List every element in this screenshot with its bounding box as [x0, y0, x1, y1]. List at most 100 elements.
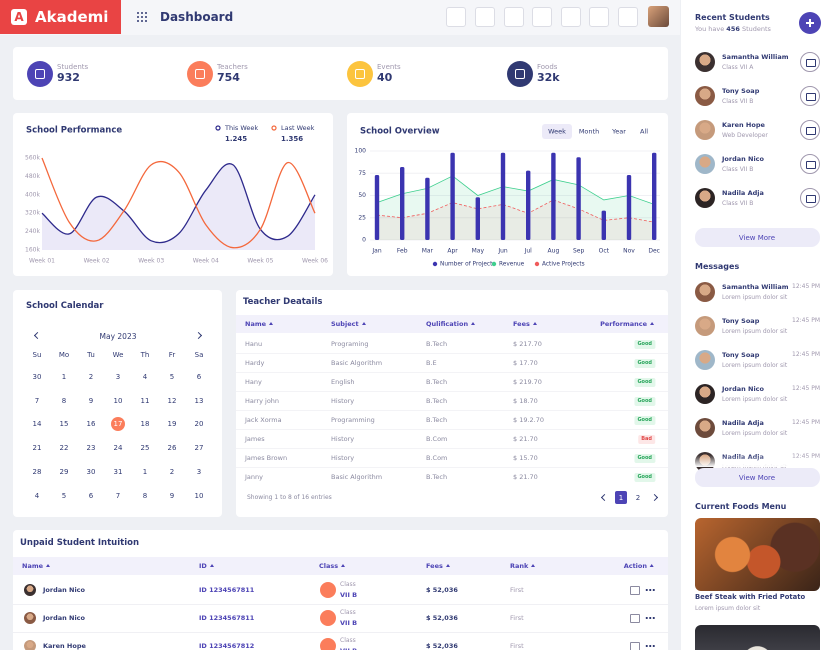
settings-button[interactable]: [618, 7, 638, 27]
column-header[interactable]: Class: [319, 560, 346, 572]
day[interactable]: 6: [88, 491, 94, 500]
column-header[interactable]: Name: [245, 318, 274, 330]
tab[interactable]: Month: [579, 128, 599, 136]
day[interactable]: 2: [169, 467, 175, 476]
column-header[interactable]: Qulification: [426, 318, 476, 330]
column-header[interactable]: Fees: [513, 318, 537, 330]
column-header[interactable]: Rank: [510, 560, 536, 572]
day[interactable]: 24: [113, 444, 123, 453]
column-header[interactable]: Subject: [331, 318, 366, 330]
mail-button[interactable]: [800, 52, 820, 72]
day[interactable]: 27: [194, 444, 204, 453]
day[interactable]: 10: [194, 491, 204, 500]
user-avatar[interactable]: [648, 6, 669, 27]
day[interactable]: 11: [140, 396, 150, 405]
day[interactable]: 7: [115, 491, 121, 500]
day[interactable]: 13: [194, 396, 204, 405]
day[interactable]: 10: [113, 396, 123, 405]
page-number[interactable]: 1: [618, 493, 624, 502]
day[interactable]: 8: [61, 396, 67, 405]
more-button[interactable]: [645, 617, 655, 619]
column-header[interactable]: Performance: [600, 318, 654, 330]
column-header[interactable]: Fees: [426, 560, 450, 572]
page-number[interactable]: 2: [635, 493, 641, 502]
rank: First: [510, 586, 524, 594]
day[interactable]: 6: [196, 373, 202, 381]
day[interactable]: 15: [59, 420, 69, 429]
print-button[interactable]: [630, 614, 640, 623]
theme-button[interactable]: [504, 7, 524, 27]
chat-button[interactable]: [561, 7, 581, 27]
view-more-bg[interactable]: [695, 468, 820, 487]
day[interactable]: 5: [61, 491, 67, 500]
print-button[interactable]: [630, 642, 640, 650]
student-name: Karen Hope: [43, 642, 86, 650]
day[interactable]: 30: [32, 373, 42, 381]
print-button[interactable]: [630, 586, 640, 595]
day[interactable]: 12: [167, 396, 177, 405]
day[interactable]: 14: [32, 420, 42, 429]
notification-button[interactable]: [589, 7, 609, 27]
tab[interactable]: Year: [611, 128, 626, 136]
mail-button[interactable]: [800, 120, 820, 140]
apps-button[interactable]: [475, 7, 495, 27]
more-button[interactable]: [645, 645, 655, 647]
search-button[interactable]: [446, 7, 466, 27]
more-button[interactable]: [645, 589, 655, 591]
stat-glyph: [355, 69, 365, 79]
view-more[interactable]: View More: [738, 233, 776, 242]
menu-icon[interactable]: [136, 11, 148, 23]
day[interactable]: 19: [167, 420, 177, 429]
tab[interactable]: All: [640, 128, 648, 136]
day[interactable]: 16: [86, 420, 96, 429]
day[interactable]: 1: [142, 467, 148, 476]
day[interactable]: 9: [88, 396, 94, 405]
fees: $ 52,036: [426, 642, 458, 650]
day[interactable]: 1: [61, 373, 67, 381]
day[interactable]: 22: [59, 444, 69, 453]
day[interactable]: 4: [34, 491, 40, 500]
legend-value: 1.356: [281, 135, 303, 143]
day[interactable]: 23: [86, 444, 96, 453]
column-header[interactable]: Action: [624, 560, 654, 572]
day[interactable]: 4: [142, 373, 148, 381]
day[interactable]: 2: [88, 373, 94, 381]
day[interactable]: 28: [32, 467, 42, 476]
day[interactable]: 31: [113, 467, 123, 476]
day[interactable]: 17: [113, 420, 123, 429]
view-more[interactable]: View More: [738, 473, 776, 482]
cell: $ 15.70: [513, 454, 538, 462]
message-preview: Lorem ipsum dolor sit: [722, 396, 788, 403]
day[interactable]: 20: [194, 420, 204, 429]
message-preview: Lorem ipsum dolor sit: [722, 362, 788, 369]
view-more-bg[interactable]: [695, 228, 820, 247]
day[interactable]: 18: [140, 420, 150, 429]
x-tick-label: Week 05: [247, 258, 273, 265]
food-image[interactable]: [695, 625, 820, 650]
food-image[interactable]: [695, 518, 820, 591]
stat-label: Events: [377, 63, 401, 71]
day[interactable]: 5: [169, 373, 175, 381]
column-header[interactable]: Name: [22, 560, 51, 572]
day[interactable]: 3: [196, 467, 202, 476]
column-header[interactable]: ID: [199, 560, 214, 572]
mail-button[interactable]: [800, 154, 820, 174]
mail-button[interactable]: [800, 188, 820, 208]
day[interactable]: 29: [59, 467, 69, 476]
day[interactable]: 25: [140, 444, 150, 453]
day[interactable]: 7: [34, 396, 40, 405]
cell: History: [331, 454, 355, 462]
day[interactable]: 26: [167, 444, 177, 453]
tab[interactable]: Week: [548, 128, 566, 136]
x-tick-label: Feb: [397, 248, 408, 255]
bar: [450, 152, 455, 240]
day[interactable]: 3: [115, 373, 121, 381]
student-name: Jordan Nico: [722, 155, 765, 163]
fullscreen-button[interactable]: [532, 7, 552, 27]
day[interactable]: 30: [86, 467, 96, 476]
day[interactable]: 9: [169, 491, 175, 500]
day[interactable]: 21: [32, 444, 42, 453]
cell: B.E: [426, 359, 437, 367]
day[interactable]: 8: [142, 491, 148, 500]
mail-button[interactable]: [800, 86, 820, 106]
